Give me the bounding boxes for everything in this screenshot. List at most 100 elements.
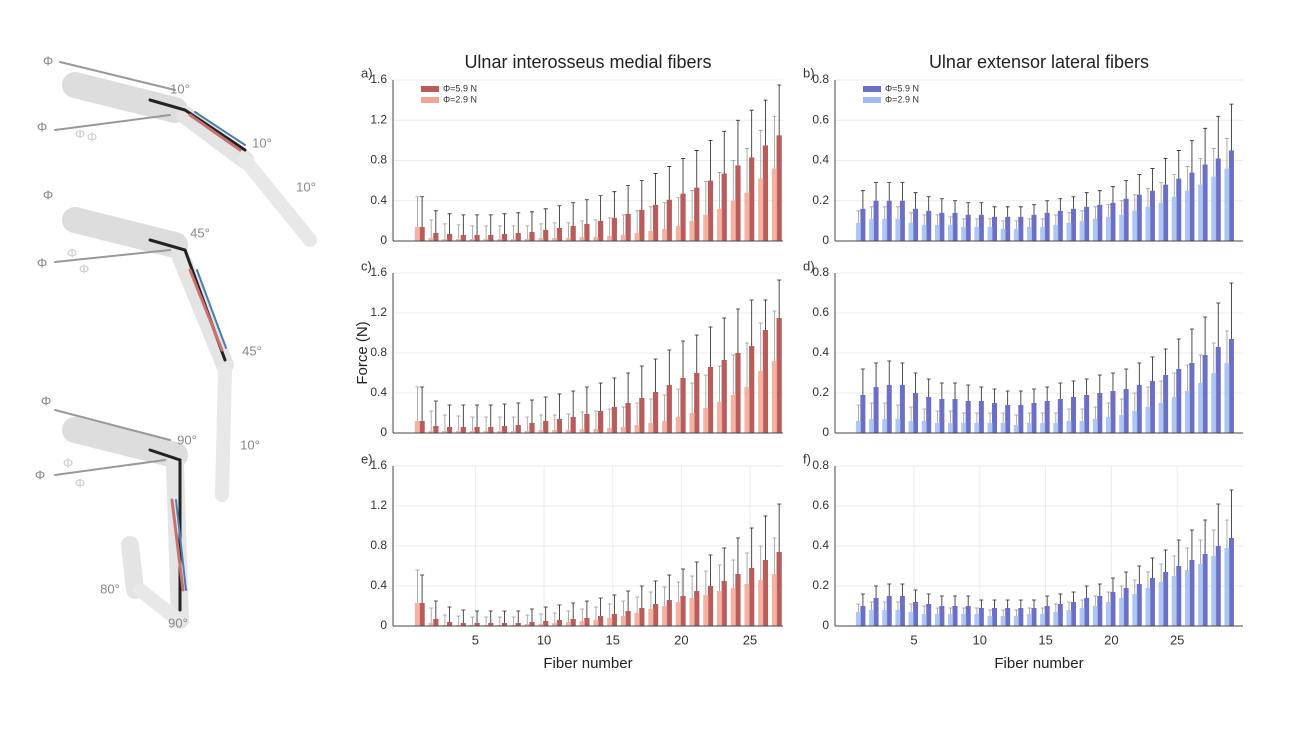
bar (1202, 554, 1208, 626)
illustration-label: 10° (170, 81, 190, 96)
bar (510, 431, 517, 433)
error-bar (1216, 302, 1221, 347)
error-bar (511, 225, 516, 239)
bar (952, 606, 958, 626)
bar (921, 421, 927, 433)
illustration-label: Φ (75, 475, 85, 490)
bar (965, 214, 971, 241)
error-bar (1211, 342, 1216, 373)
bar (978, 214, 984, 241)
error-bar (1172, 372, 1177, 397)
y-tick-label: 0 (822, 618, 829, 632)
bar (1224, 168, 1230, 241)
bar (882, 610, 888, 626)
error-bar (1163, 348, 1168, 375)
bar (598, 411, 604, 433)
bar (469, 431, 475, 433)
error-bar (961, 218, 966, 227)
error-bar (626, 590, 631, 611)
bar (570, 619, 576, 626)
error-bar (1027, 607, 1032, 614)
bar (703, 595, 709, 626)
bar (1198, 383, 1204, 433)
error-bar (497, 616, 502, 625)
bar (524, 238, 530, 241)
error-bar (529, 608, 534, 622)
error-bar (1229, 489, 1234, 538)
bar (939, 399, 945, 433)
error-bar (461, 404, 466, 427)
error-bar (1040, 607, 1045, 614)
bar (593, 620, 599, 626)
error-bar (926, 196, 931, 211)
error-bar (497, 225, 502, 239)
bar (860, 395, 866, 433)
error-bar (1229, 103, 1234, 151)
bar (662, 421, 668, 433)
error-bar (1224, 330, 1229, 363)
error-bar (1058, 593, 1063, 604)
error-bar (488, 610, 493, 623)
bar (1097, 596, 1103, 626)
error-bar (1163, 549, 1168, 572)
bar (1149, 578, 1155, 626)
bar (730, 588, 736, 626)
bar (952, 399, 958, 433)
bar (1202, 355, 1208, 433)
error-bar (543, 396, 548, 421)
bar (593, 236, 599, 241)
bar (1119, 214, 1125, 241)
bar (419, 603, 425, 626)
y-tick-label: 0.2 (812, 385, 829, 399)
bar (442, 431, 448, 433)
error-bar (511, 616, 516, 625)
error-bar (415, 569, 420, 603)
y-tick-label: 0.4 (370, 193, 387, 207)
error-bar (1045, 386, 1050, 401)
error-bar (470, 225, 475, 239)
bar (886, 385, 892, 433)
bar (1145, 588, 1151, 626)
bar (1176, 178, 1182, 241)
legend-swatch (421, 86, 439, 92)
bar (855, 222, 861, 241)
error-bar (1097, 583, 1102, 596)
bar (611, 407, 617, 433)
bar (1184, 570, 1190, 626)
y-tick-label: 1.2 (370, 498, 387, 512)
error-bar (470, 616, 475, 625)
bar (939, 212, 945, 241)
bar (1092, 419, 1098, 433)
error-bar (1110, 372, 1115, 391)
bar (1171, 397, 1177, 433)
bar (1136, 584, 1142, 626)
bar (652, 204, 659, 241)
bar (913, 602, 919, 626)
error-bar (722, 547, 727, 581)
error-bar (676, 388, 681, 417)
bar (1123, 588, 1129, 626)
y-tick-label: 0 (380, 425, 387, 439)
error-bar (580, 608, 585, 621)
error-bar (456, 224, 461, 239)
bar (648, 230, 654, 241)
bar (873, 387, 879, 433)
error-bar (1150, 168, 1155, 191)
bar (1123, 389, 1129, 433)
error-bar (988, 218, 993, 227)
bar (433, 426, 439, 433)
bar (721, 360, 727, 433)
error-bar (1053, 214, 1058, 225)
x-tick-label: 20 (674, 632, 688, 647)
bar (1171, 196, 1177, 241)
error-bar (429, 410, 434, 431)
error-bar (593, 219, 598, 237)
bar (515, 623, 521, 626)
error-bar (763, 99, 768, 146)
bar (899, 385, 905, 433)
error-bar (694, 334, 699, 373)
error-bar (420, 574, 425, 603)
y-tick-label: 0 (822, 233, 829, 247)
error-bar (1124, 571, 1129, 588)
bar (680, 596, 686, 626)
